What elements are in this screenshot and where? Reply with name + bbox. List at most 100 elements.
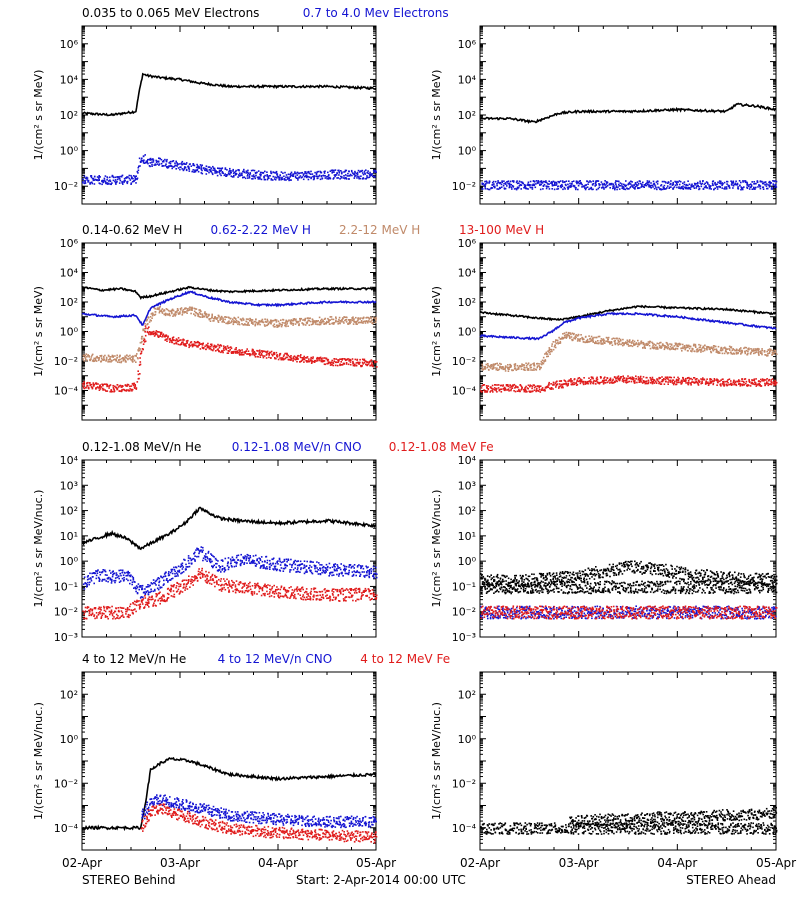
data-point [88, 578, 90, 580]
data-point [492, 391, 494, 393]
data-point [303, 572, 306, 575]
data-point [738, 379, 740, 381]
data-point [613, 185, 615, 187]
data-point [310, 358, 312, 360]
data-point [294, 171, 296, 173]
data-point [666, 185, 669, 187]
data-point [141, 159, 144, 162]
data-point [623, 379, 625, 382]
data-point [149, 316, 152, 318]
data-point [350, 169, 353, 172]
data-point [541, 182, 544, 184]
data-point [531, 369, 534, 371]
data-point [83, 354, 85, 356]
data-point [132, 175, 135, 177]
data-point [568, 336, 571, 338]
data-point [700, 378, 702, 380]
data-point [590, 340, 592, 342]
data-point [570, 381, 572, 383]
data-point [313, 175, 316, 177]
data-point [600, 181, 603, 183]
data-point [710, 381, 712, 384]
data-point [166, 338, 168, 340]
data-point [265, 357, 268, 359]
data-point [151, 314, 154, 317]
data-point [698, 346, 701, 349]
data-point [283, 560, 286, 562]
data-point [629, 186, 631, 189]
data-point [370, 364, 372, 367]
data-point [251, 319, 254, 321]
data-point [164, 314, 167, 317]
data-point [257, 177, 260, 179]
data-point [100, 357, 103, 360]
y-tick-label: 10² [458, 296, 476, 309]
data-point [115, 360, 118, 362]
data-point [307, 319, 310, 322]
data-point [713, 345, 716, 347]
data-point [271, 353, 273, 356]
data-point [576, 379, 579, 381]
data-point [695, 380, 698, 383]
data-point [642, 185, 645, 188]
data-point [251, 175, 253, 177]
data-point [195, 341, 198, 344]
data-point [254, 356, 257, 358]
data-point [169, 341, 171, 343]
data-point [203, 312, 206, 315]
data-point [355, 172, 358, 175]
data-point [655, 181, 658, 183]
data-point [192, 343, 194, 346]
data-point [90, 383, 93, 386]
data-point [202, 549, 204, 552]
data-point [600, 377, 602, 379]
data-point [595, 184, 597, 186]
data-point [531, 385, 534, 388]
data-point [482, 182, 485, 185]
data-point [300, 568, 302, 571]
data-point [348, 170, 350, 172]
data-point [371, 173, 373, 175]
data-point [307, 178, 310, 181]
data-point [341, 358, 344, 360]
data-point [533, 362, 535, 364]
data-point [245, 320, 248, 323]
data-point [176, 165, 178, 167]
data-point [370, 173, 372, 176]
data-point [247, 172, 249, 174]
data-point [750, 351, 753, 354]
data-point [343, 175, 345, 177]
data-point [315, 173, 318, 176]
data-point [721, 187, 723, 189]
data-point [562, 337, 564, 339]
data-point [623, 344, 625, 346]
data-point [539, 385, 542, 387]
data-point [749, 352, 752, 354]
data-point [256, 349, 258, 352]
data-point [542, 180, 545, 183]
data-point [655, 382, 658, 384]
data-point [214, 169, 216, 171]
data-point [547, 350, 549, 352]
data-point [767, 354, 769, 357]
data-point [753, 352, 755, 355]
data-point [89, 383, 92, 386]
data-point [513, 180, 515, 182]
data-point [125, 177, 128, 179]
data-point [279, 564, 282, 566]
data-point [521, 182, 524, 184]
data-point [760, 378, 762, 381]
data-point [119, 572, 121, 575]
data-point [606, 181, 609, 184]
data-point [187, 555, 190, 557]
data-point [266, 175, 268, 177]
data-point [276, 354, 278, 356]
data-point [580, 381, 583, 383]
data-point [663, 348, 666, 351]
data-point [253, 320, 256, 323]
data-point [121, 180, 123, 183]
data-point [159, 335, 162, 337]
data-point [205, 553, 207, 555]
data-point [131, 382, 134, 385]
data-point [649, 376, 651, 379]
